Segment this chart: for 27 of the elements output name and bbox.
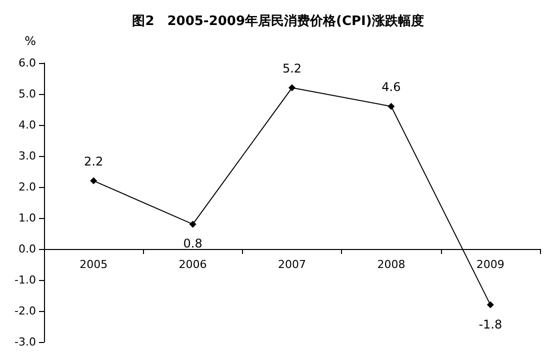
y-tick-label: 6.0: [18, 56, 36, 70]
y-tick-label: 2.0: [18, 180, 36, 194]
x-tick-label: 2008: [377, 258, 406, 271]
data-label: 5.2: [282, 61, 302, 76]
x-tick-label: 2009: [476, 258, 504, 271]
y-axis-title: %: [24, 34, 36, 48]
point: [388, 102, 395, 110]
y-tick-label: 1.0: [18, 212, 36, 224]
data-label: 0.8: [183, 236, 202, 251]
y-tick-label: -3.0: [14, 336, 36, 348]
point: [90, 177, 98, 184]
data-label: -1.8: [478, 317, 502, 332]
x-tick-label: 2005: [80, 258, 108, 271]
data-label: 2.2: [84, 154, 104, 168]
y-tick-label: 4.0: [18, 118, 36, 132]
chart-title: 图2 2005-2009年居民消费价格(CPI)涨跌幅度: [132, 13, 424, 29]
data-label: 4.6: [382, 80, 401, 94]
x-tick-label: 2007: [278, 258, 306, 271]
y-tick-label: -1.0: [14, 274, 36, 286]
x-tick-label: 2006: [178, 258, 207, 271]
y-tick-label: 5.0: [18, 88, 36, 100]
point: [189, 220, 196, 228]
point: [486, 301, 494, 308]
y-tick-label: -2.0: [14, 304, 36, 318]
point: [288, 84, 296, 92]
y-tick-label: 0.0: [18, 242, 36, 256]
y-tick-label: 3.0: [18, 150, 36, 162]
